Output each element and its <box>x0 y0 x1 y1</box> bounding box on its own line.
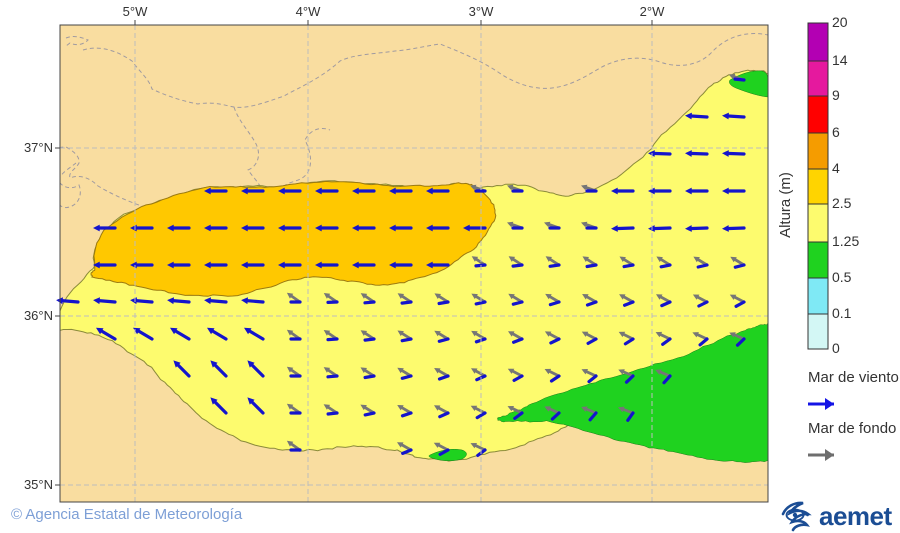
svg-text:1.25: 1.25 <box>832 233 859 249</box>
svg-text:3°W: 3°W <box>469 4 494 19</box>
svg-text:36°N: 36°N <box>24 308 53 323</box>
svg-text:Mar de fondo: Mar de fondo <box>808 420 896 437</box>
svg-text:Mar de viento: Mar de viento <box>808 369 899 386</box>
svg-text:20: 20 <box>832 14 848 30</box>
svg-text:2.5: 2.5 <box>832 195 852 211</box>
svg-text:14: 14 <box>832 52 848 68</box>
svg-text:4°W: 4°W <box>296 4 321 19</box>
svg-text:2°W: 2°W <box>640 4 665 19</box>
svg-text:© Agencia Estatal de Meteorolo: © Agencia Estatal de Meteorología <box>11 506 243 523</box>
svg-text:4: 4 <box>832 160 840 176</box>
svg-text:6: 6 <box>832 124 840 140</box>
svg-text:0: 0 <box>832 340 840 356</box>
svg-text:aemet: aemet <box>819 501 892 531</box>
svg-text:5°W: 5°W <box>123 4 148 19</box>
svg-text:9: 9 <box>832 87 840 103</box>
svg-text:37°N: 37°N <box>24 140 53 155</box>
svg-text:0.5: 0.5 <box>832 269 852 285</box>
svg-text:0.1: 0.1 <box>832 305 852 321</box>
svg-text:35°N: 35°N <box>24 477 53 492</box>
svg-text:Altura (m): Altura (m) <box>777 172 794 238</box>
